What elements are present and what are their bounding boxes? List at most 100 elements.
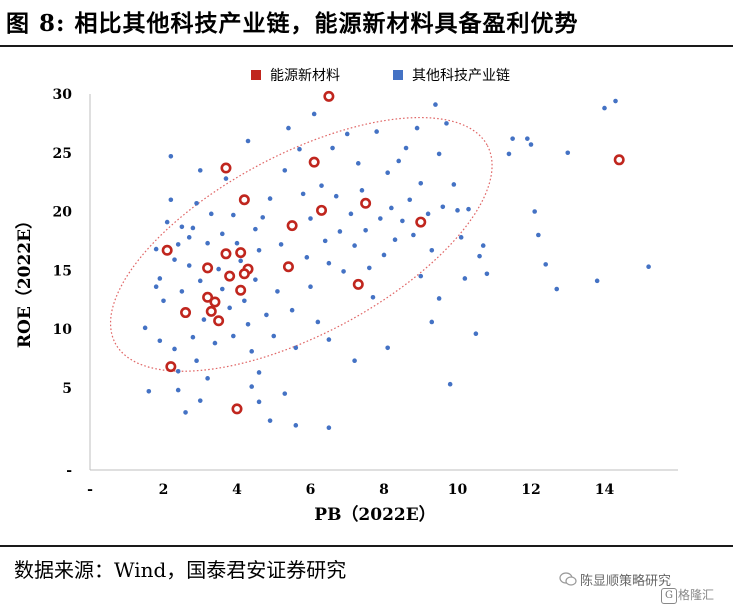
data-point-other [179,224,185,230]
data-point-other [201,317,207,322]
data-point-other [392,237,398,242]
data-point-energy [180,307,192,319]
data-point-other [267,418,273,423]
data-point-other [367,265,372,271]
data-point-other [352,358,357,364]
legend-label-energy: 能源新材料 [270,68,340,84]
legend-swatch-energy [251,70,261,80]
data-point-other [418,273,424,279]
data-point-other [190,334,196,340]
data-point-other [297,146,302,152]
data-point-other [172,257,177,262]
data-point-other [231,212,236,218]
data-point-other [311,111,317,117]
data-point-other [433,102,438,107]
data-point-other [157,276,163,281]
data-point-other [473,331,479,337]
data-point-other [532,209,537,214]
series-other-points [142,98,651,431]
data-point-other [525,136,530,141]
data-point-other [197,278,203,284]
data-point-energy [205,305,217,317]
data-point-other [300,191,306,197]
data-point-other [333,193,339,199]
data-point-other [352,243,357,248]
title-divider [0,45,733,47]
data-point-other [374,129,379,134]
data-point-other [142,325,148,331]
data-point-other [455,208,460,213]
watermark-account: 陈显顺策略研究 [580,574,672,589]
data-point-energy [202,262,214,274]
data-point-other [153,284,159,289]
data-point-energy [220,248,232,260]
data-point-energy [282,261,294,273]
data-point-other [444,121,449,126]
data-point-other [326,260,332,266]
highlight-ellipse-shape [109,116,493,372]
data-point-other [378,216,383,221]
data-point-energy [161,244,173,256]
data-point-other [429,319,435,325]
data-point-energy [308,156,320,168]
data-point-other [220,286,225,292]
data-point-other [267,196,273,201]
data-point-other [613,98,618,104]
data-point-other [175,387,181,393]
data-point-other [315,319,321,325]
data-point-other [477,253,482,259]
data-point-other [220,231,225,237]
source-note: 数据来源：Wind，国泰君安证券研究 [14,558,347,582]
platform-logo-icon: G [661,588,677,604]
data-point-other [245,138,251,144]
highlight-ellipse [109,116,493,372]
data-point-other [462,276,468,281]
data-point-other [256,399,262,405]
data-point-other [536,232,541,238]
data-point-other [234,240,240,246]
data-point-other [175,369,181,374]
y-tick-label: 25 [53,146,72,162]
legend-swatch-other [393,70,403,80]
data-point-other [216,266,221,272]
data-point-other [385,170,390,176]
data-point-other [253,277,258,282]
data-point-other [289,307,295,313]
data-point-other [183,410,188,415]
data-point-other [242,298,247,304]
data-point-other [396,158,402,164]
data-point-other [308,284,313,289]
legend-label-other: 其他科技产业链 [412,68,510,84]
data-point-other [554,286,560,292]
data-point-other [227,305,232,311]
figure-title: 图 8: 相比其他科技产业链，能源新材料具备盈利优势 [6,10,579,37]
data-point-other [168,197,174,203]
data-point-other [319,183,324,188]
axes: - 2 4 6 8 10 12 14 - 5 10 15 20 25 30 [53,87,678,498]
data-point-energy [202,291,214,303]
data-point-other [348,211,354,217]
x-tick-label: 12 [521,482,540,498]
data-point-other [594,278,600,284]
data-point-other [359,188,365,193]
data-point-energy [323,90,335,102]
data-point-other [322,238,328,244]
data-point-other [451,182,457,187]
data-point-other [264,312,269,318]
data-point-other [403,145,409,151]
data-point-other [385,345,390,351]
data-point-other [205,376,210,381]
data-point-other [370,294,376,300]
x-tick-label: 8 [379,482,389,498]
data-point-energy [238,194,250,206]
data-point-other [153,246,159,252]
data-point-energy [613,154,625,166]
y-axis-label: ROE（2022E） [14,212,35,348]
y-tick-label: - [66,463,72,479]
data-point-other [293,345,299,351]
data-point-other [245,322,251,327]
data-point-other [157,338,163,344]
data-point-other [168,153,174,159]
data-point-other [208,211,214,217]
data-point-other [506,151,512,157]
